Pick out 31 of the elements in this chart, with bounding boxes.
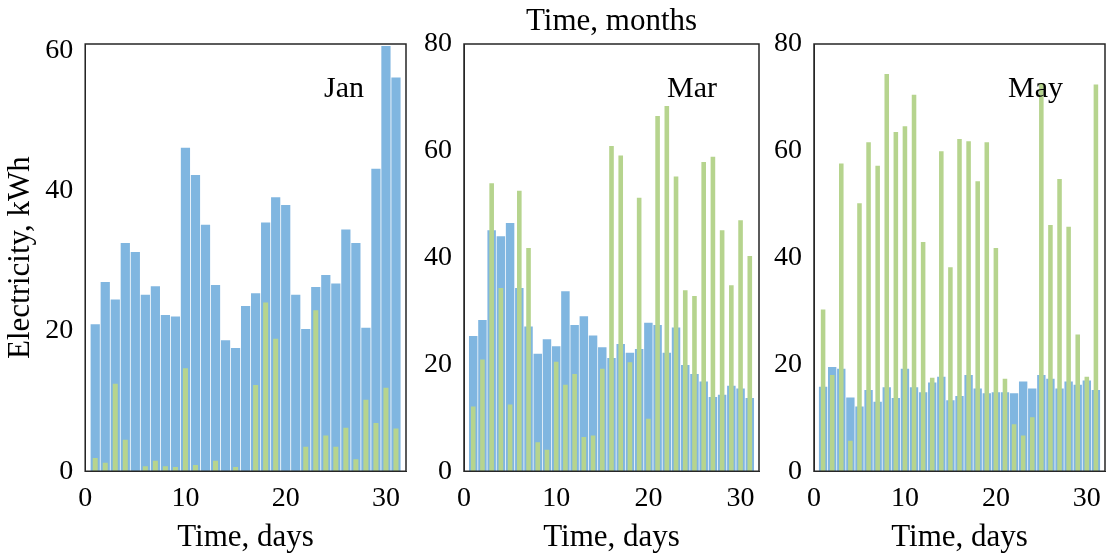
- x-tick-label: 20: [634, 481, 663, 513]
- y-tick-label: 40: [424, 239, 452, 271]
- y-tick-label: 60: [45, 33, 74, 65]
- x-axis-title: Time, days: [543, 517, 680, 553]
- annotation: May: [1008, 69, 1063, 103]
- y-tick-label: 0: [438, 453, 452, 485]
- y-tick-label: 80: [774, 26, 802, 58]
- x-tick-label: 20: [271, 481, 300, 513]
- x-tick-label: 20: [981, 481, 1010, 513]
- y-tick-label: 0: [788, 453, 802, 485]
- x-tick-label: 10: [890, 481, 919, 513]
- y-tick-label: 80: [424, 26, 452, 58]
- y-tick-label: 40: [45, 173, 74, 205]
- y-tick-label: 60: [424, 133, 452, 165]
- y-tick-label: 20: [45, 313, 74, 345]
- x-axis-title: Time, days: [891, 517, 1028, 553]
- chart-title: Time, months: [525, 2, 698, 38]
- y-tick-label: 0: [59, 453, 74, 485]
- y-tick-label: 20: [424, 346, 452, 378]
- y-tick-label: 20: [774, 346, 802, 378]
- x-tick-label: 10: [542, 481, 571, 513]
- x-axis-title: Time, days: [177, 517, 314, 553]
- x-tick-label: 30: [371, 481, 400, 513]
- annotation: Jan: [324, 69, 364, 103]
- annotation: Mar: [667, 69, 718, 103]
- x-tick-label: 30: [1072, 481, 1101, 513]
- y-tick-label: 40: [774, 239, 802, 271]
- y-tick-label: 60: [774, 133, 802, 165]
- x-tick-label: 10: [171, 481, 200, 513]
- y-axis-title: Electricity, kWh: [0, 155, 36, 360]
- x-tick-label: 30: [726, 481, 755, 513]
